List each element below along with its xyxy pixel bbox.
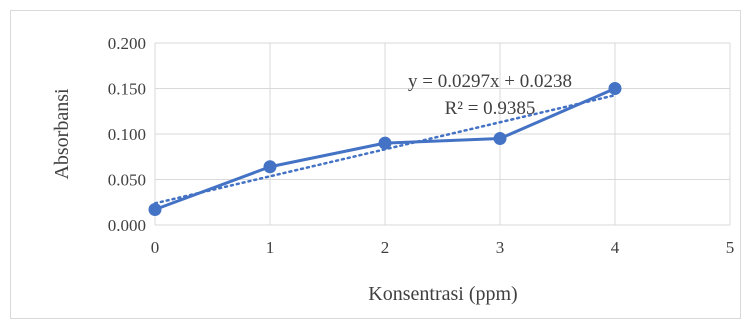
chart-area: [10, 10, 741, 319]
trendline-equation: y = 0.0297x + 0.0238: [408, 71, 572, 92]
data-point: [493, 132, 507, 146]
x-tick-label: 5: [726, 238, 735, 257]
data-point: [608, 82, 622, 95]
y-axis-ticks: 0.000 0.050 0.100 0.150 0.200: [108, 34, 146, 235]
y-tick-label: 0.150: [108, 80, 146, 99]
r-squared-label: R² = 0.9385: [445, 98, 536, 119]
y-tick-label: 0.000: [108, 216, 146, 235]
y-axis-title: Absorbansi: [51, 88, 73, 180]
y-tick-label: 0.100: [108, 125, 146, 144]
x-tick-label: 4: [611, 238, 620, 257]
y-tick-label: 0.200: [108, 34, 146, 53]
gridlines: [154, 42, 731, 226]
x-axis-title: Konsentrasi (ppm): [368, 283, 517, 305]
data-point: [148, 203, 162, 217]
x-tick-label: 2: [381, 238, 390, 257]
x-tick-label: 0: [151, 238, 160, 257]
x-tick-label: 3: [496, 238, 505, 257]
data-point: [378, 136, 392, 150]
data-series: [148, 82, 622, 217]
x-axis-ticks: 0 1 2 3 4 5: [151, 238, 735, 257]
x-tick-label: 1: [266, 238, 275, 257]
y-tick-label: 0.050: [108, 171, 146, 190]
data-point: [263, 160, 277, 174]
